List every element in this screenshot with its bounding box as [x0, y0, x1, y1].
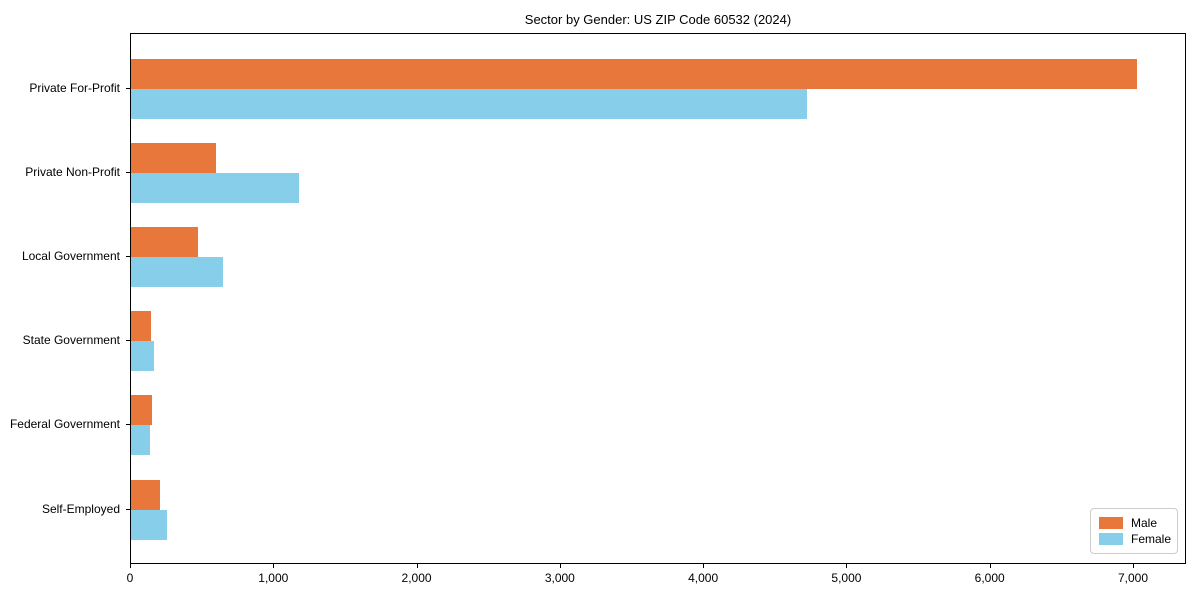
bar-male-3	[131, 311, 151, 341]
bar-female-0	[131, 89, 807, 119]
y-tick-mark	[126, 340, 130, 341]
bar-male-1	[131, 143, 216, 173]
legend-swatch-male	[1099, 517, 1123, 529]
x-tick-mark	[416, 564, 418, 568]
category-label: State Government	[22, 333, 120, 347]
bar-female-3	[131, 341, 154, 371]
legend-row-male: Male	[1099, 515, 1169, 531]
x-tick-mark	[989, 564, 991, 568]
x-tick-label: 7,000	[1117, 571, 1148, 585]
plot-area	[130, 33, 1186, 564]
category-label: Local Government	[21, 249, 120, 263]
x-tick-label: 4,000	[688, 571, 719, 585]
x-tick-label: 5,000	[831, 571, 862, 585]
bar-male-2	[131, 227, 198, 257]
x-tick-label: 1,000	[258, 571, 289, 585]
bar-female-2	[131, 257, 223, 287]
bar-male-0	[131, 59, 1137, 89]
x-tick-mark	[130, 564, 131, 568]
category-label: Private Non-Profit	[25, 165, 120, 179]
category-label: Federal Government	[9, 417, 120, 431]
legend-label-female: Female	[1131, 532, 1172, 546]
legend-row-female: Female	[1099, 531, 1172, 547]
y-tick-mark	[126, 88, 130, 89]
x-tick-mark	[703, 564, 705, 568]
x-tick-mark	[273, 564, 275, 568]
x-tick-label: 2,000	[401, 571, 432, 585]
y-tick-mark	[126, 508, 130, 510]
x-tick-mark	[1132, 564, 1134, 568]
x-tick-label: 6,000	[974, 571, 1005, 585]
x-tick-mark	[559, 564, 561, 568]
bar-female-1	[131, 173, 299, 203]
y-tick-mark	[126, 172, 130, 173]
bar-male-5	[131, 479, 160, 510]
x-tick-label: 3,000	[544, 571, 575, 585]
chart-title: Sector by Gender: US ZIP Code 60532 (202…	[524, 12, 792, 27]
bar-male-4	[131, 395, 152, 425]
category-label: Self-Employed	[41, 501, 120, 516]
x-tick-label: 0	[126, 571, 134, 585]
category-label: Private For-Profit	[29, 81, 120, 95]
legend-swatch-female	[1099, 533, 1123, 545]
y-tick-mark	[126, 256, 130, 257]
x-tick-mark	[846, 564, 848, 568]
y-tick-mark	[126, 424, 130, 425]
bar-female-5	[131, 509, 167, 540]
legend: Male Female	[1090, 508, 1178, 554]
bar-female-4	[131, 425, 150, 455]
legend-label-male: Male	[1131, 516, 1158, 530]
